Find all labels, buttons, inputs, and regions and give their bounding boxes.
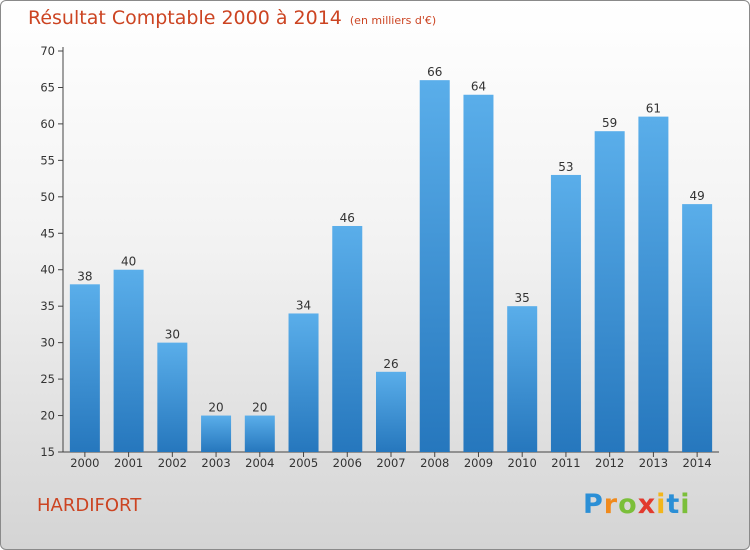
x-tick-label: 2010 [508, 456, 537, 470]
value-label: 64 [471, 80, 486, 94]
value-label: 26 [383, 357, 398, 371]
bar [69, 284, 100, 452]
x-tick-label: 2005 [289, 456, 318, 470]
x-tick-label: 2000 [70, 456, 99, 470]
bar [376, 371, 406, 452]
value-label: 20 [252, 401, 267, 415]
y-tick-label: 50 [40, 190, 55, 204]
y-tick-label: 65 [40, 80, 55, 94]
value-label: 30 [165, 328, 180, 342]
x-tick-label: 2001 [114, 456, 143, 470]
y-tick-label: 30 [40, 336, 55, 350]
y-tick-label: 60 [40, 117, 55, 131]
bar [463, 94, 494, 452]
bar [682, 204, 713, 452]
x-tick-label: 2003 [201, 456, 230, 470]
value-label: 38 [77, 269, 92, 283]
bar [594, 131, 625, 452]
title-unit: (en milliers d'€) [349, 14, 437, 27]
town-name: HARDIFORT [37, 495, 142, 516]
chart-title: Résultat Comptable 2000 à 2014 (en millie… [28, 7, 436, 29]
bar [507, 306, 538, 452]
logo-letter: i [656, 489, 667, 520]
y-tick-label: 45 [40, 226, 55, 240]
x-tick-label: 2011 [551, 456, 580, 470]
value-label: 61 [646, 102, 661, 116]
logo-letter: P [583, 489, 604, 520]
y-tick-label: 20 [40, 409, 55, 423]
value-label: 66 [427, 65, 442, 79]
y-tick-label: 70 [40, 44, 55, 58]
bar [244, 415, 275, 452]
x-tick-label: 2014 [682, 456, 711, 470]
bar [638, 116, 669, 453]
bar [113, 269, 144, 452]
value-label: 40 [121, 255, 136, 269]
logo-letter: r [603, 489, 619, 520]
value-label: 53 [558, 160, 573, 174]
logo-letter: i [680, 489, 691, 520]
logo-letter: x [637, 489, 657, 520]
x-tick-label: 2012 [595, 456, 624, 470]
x-tick-label: 2013 [639, 456, 668, 470]
bars [69, 80, 713, 453]
x-axis: 2000 2001 2002 2003 2004 2005 2006 2007 2008 2009… [63, 451, 719, 470]
x-tick-label: 2006 [333, 456, 362, 470]
value-label: 20 [208, 401, 223, 415]
value-label: 34 [296, 298, 311, 312]
bar [201, 415, 232, 452]
logo-letter: o [618, 489, 638, 520]
y-tick-label: 15 [40, 445, 55, 459]
x-tick-label: 2008 [420, 456, 449, 470]
bar [157, 342, 188, 452]
proxiti-logo: Proxiti [583, 489, 691, 520]
bar [419, 80, 450, 452]
bar [288, 313, 319, 452]
value-label: 46 [340, 211, 355, 225]
bar [550, 174, 581, 453]
value-label: 35 [515, 291, 530, 305]
y-tick-label: 55 [40, 153, 55, 167]
y-tick-label: 25 [40, 372, 55, 386]
value-label: 59 [602, 116, 617, 130]
title-text: Résultat Comptable 2000 à 2014 [28, 7, 342, 29]
logo-letter: t [666, 489, 681, 520]
x-tick-label: 2007 [376, 456, 405, 470]
y-tick-label: 40 [40, 263, 55, 277]
x-tick-label: 2009 [464, 456, 493, 470]
value-labels: 38 40 30 20 20 34 46 26 66 64 35 53 59 61 49 [77, 65, 705, 414]
value-label: 49 [689, 189, 704, 203]
x-tick-label: 2002 [158, 456, 187, 470]
x-tick-label: 2004 [245, 456, 274, 470]
bar [332, 225, 363, 452]
y-tick-label: 35 [40, 299, 55, 313]
y-axis: 15 20 25 30 35 40 45 50 55 60 65 70 [40, 44, 64, 459]
